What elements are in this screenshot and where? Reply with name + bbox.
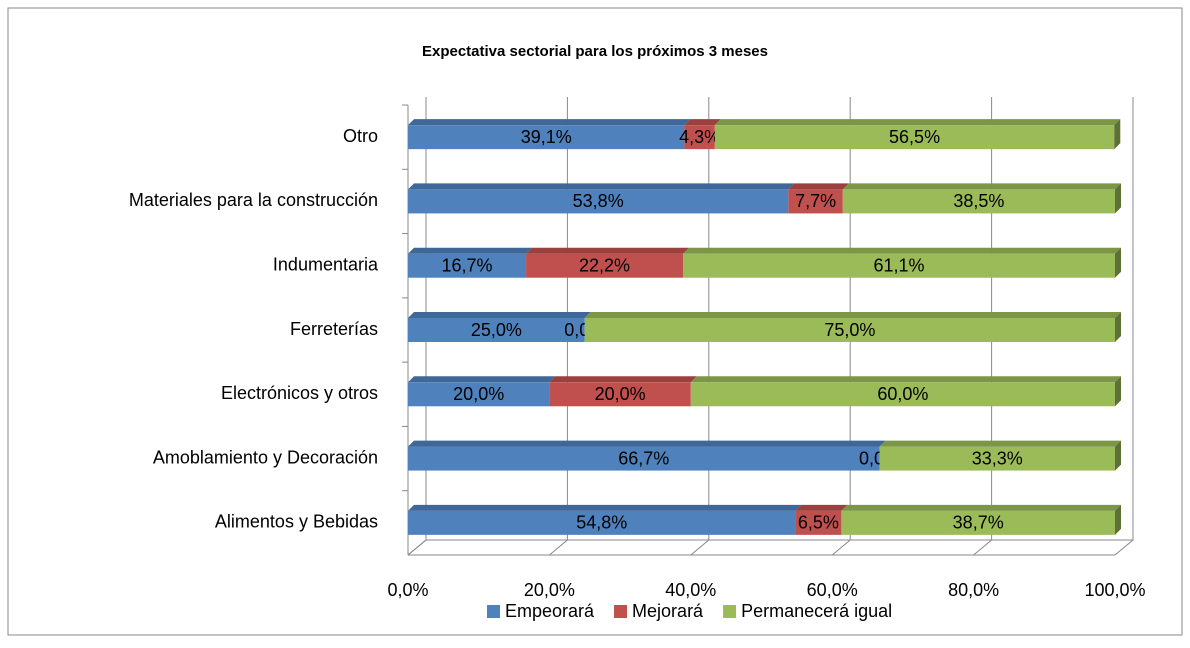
data-label: 16,7% xyxy=(442,255,493,275)
grid-line xyxy=(831,97,851,556)
data-label: 54,8% xyxy=(576,513,627,533)
grid-line xyxy=(973,97,993,556)
data-label: 6,5% xyxy=(798,513,839,533)
x-tick-label: 60,0% xyxy=(807,580,858,600)
data-label: 66,7% xyxy=(618,448,669,468)
bar-top xyxy=(683,247,1121,254)
bar xyxy=(690,382,1115,407)
bar-side xyxy=(1115,504,1121,535)
bar xyxy=(408,382,550,407)
bar xyxy=(842,189,1115,214)
bar-side xyxy=(1115,247,1121,278)
y-tick-label: Indumentaria xyxy=(273,254,379,274)
legend-label: Empeorará xyxy=(505,601,595,621)
x-tick-label: 100,0% xyxy=(1084,580,1145,600)
bar-top xyxy=(795,504,848,511)
x-tick-label: 20,0% xyxy=(524,580,575,600)
bar-top xyxy=(408,247,533,254)
grid-line xyxy=(1114,97,1134,556)
bar xyxy=(408,510,796,535)
legend-label: Permanecerá igual xyxy=(741,601,892,621)
legend-label: Mejorará xyxy=(632,601,704,621)
bar xyxy=(584,318,1115,342)
bar xyxy=(714,125,1115,150)
bar-top xyxy=(841,504,1121,511)
bar-top xyxy=(408,376,556,383)
bar-top xyxy=(408,119,691,126)
bar-top xyxy=(408,440,886,447)
data-label: 39,1% xyxy=(521,127,572,147)
x-tick-label: 0,0% xyxy=(387,580,428,600)
data-label: 61,1% xyxy=(873,255,924,275)
bar xyxy=(788,189,843,214)
y-tick-label: Alimentos y Bebidas xyxy=(215,512,378,532)
grid-line xyxy=(549,97,568,556)
bar-side xyxy=(1114,119,1121,150)
x-tick-label: 80,0% xyxy=(948,580,999,600)
chart-title: Expectativa sectorial para los próximos … xyxy=(422,43,768,60)
bar xyxy=(408,189,789,214)
data-label: 4,3% xyxy=(679,127,720,147)
bar xyxy=(549,382,691,407)
bar xyxy=(684,125,715,150)
bar-top xyxy=(684,119,721,126)
data-label: 38,5% xyxy=(953,191,1004,211)
bar-side xyxy=(1115,312,1121,342)
data-label: 25,0% xyxy=(471,320,522,340)
data-label: 33,3% xyxy=(972,448,1023,468)
bar-side xyxy=(1115,183,1121,214)
data-label: 56,5% xyxy=(889,127,940,147)
bar-top xyxy=(549,376,697,383)
data-label: 22,2% xyxy=(579,255,630,275)
bar-top xyxy=(714,119,1121,126)
bar-side xyxy=(1115,376,1121,407)
legend-swatch xyxy=(614,605,628,618)
bar-top xyxy=(526,247,690,254)
data-label: 20,0% xyxy=(453,384,504,404)
legend-swatch xyxy=(487,605,500,618)
bar xyxy=(795,510,842,535)
bar xyxy=(408,253,527,278)
y-tick-label: Electrónicos y otros xyxy=(221,383,378,403)
y-tick-label: Materiales para la construcción xyxy=(129,190,378,210)
bar-top xyxy=(842,183,1121,190)
y-tick-label: Otro xyxy=(343,126,378,146)
bar xyxy=(841,510,1115,535)
data-label: 38,7% xyxy=(953,513,1004,533)
bar xyxy=(408,446,880,471)
data-label: 53,8% xyxy=(573,191,624,211)
y-tick-label: Amoblamiento y Decoración xyxy=(153,447,378,467)
bar-top xyxy=(408,504,802,511)
bar xyxy=(879,446,1115,471)
y-tick-label: Ferreterías xyxy=(290,319,378,339)
bar-top xyxy=(879,440,1121,447)
data-label: 7,7% xyxy=(795,191,836,211)
data-label: 75,0% xyxy=(824,320,875,340)
bar-side xyxy=(1115,440,1121,471)
data-label: 60,0% xyxy=(877,384,928,404)
bar-top xyxy=(408,183,795,190)
bar xyxy=(683,253,1115,278)
bar xyxy=(526,253,684,278)
bar-top xyxy=(584,312,1121,318)
grid-line xyxy=(690,97,710,556)
grid-line xyxy=(407,97,427,556)
bar xyxy=(408,125,685,150)
bar xyxy=(408,318,585,342)
data-label: 20,0% xyxy=(595,384,646,404)
bar-top xyxy=(408,312,591,318)
bar-top xyxy=(690,376,1121,383)
bar-top xyxy=(788,183,849,190)
legend-swatch xyxy=(723,605,737,618)
x-tick-label: 40,0% xyxy=(665,580,716,600)
